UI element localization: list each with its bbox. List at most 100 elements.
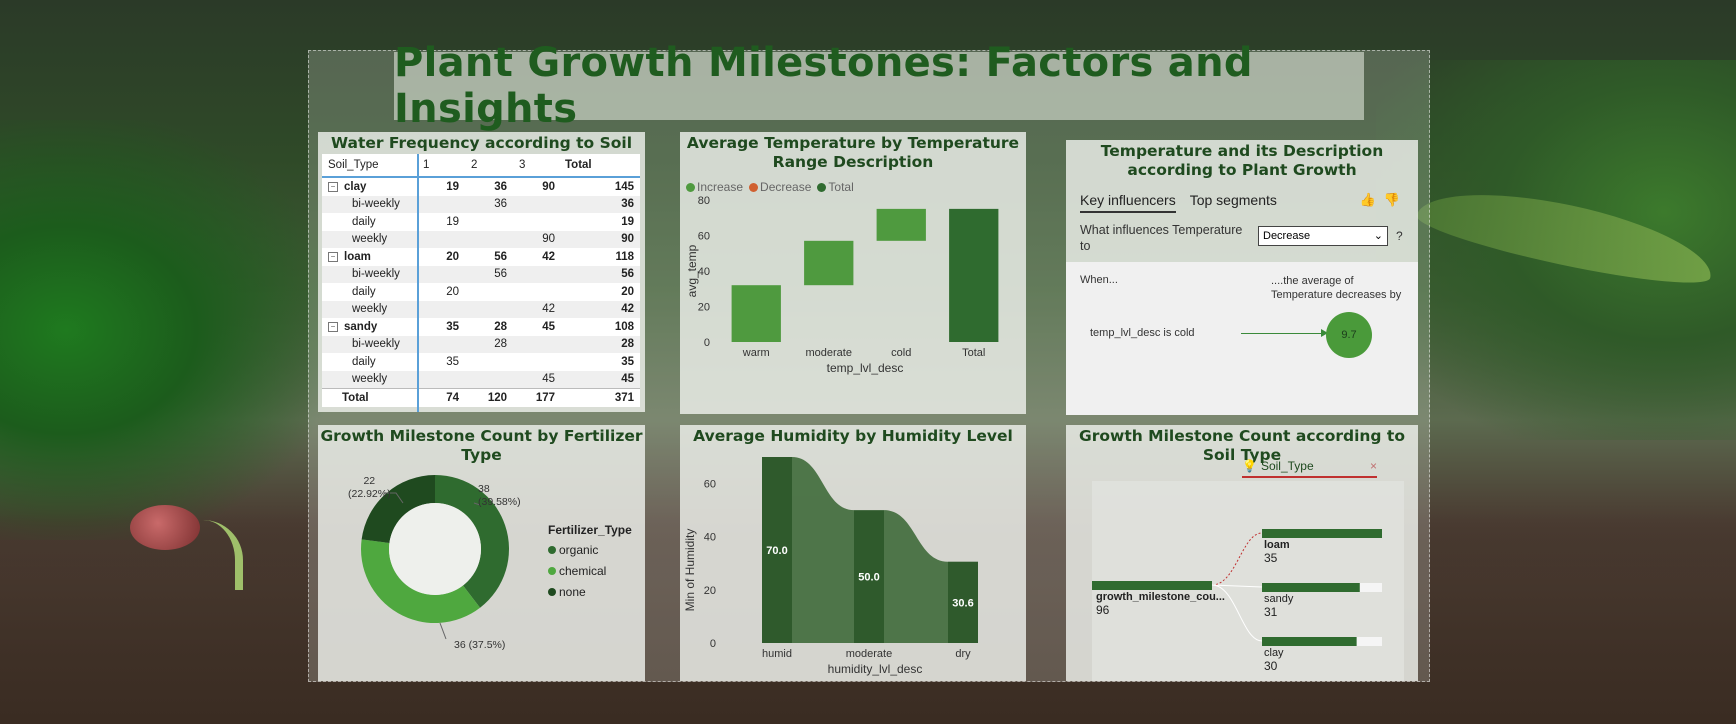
ki-bubble[interactable]: 9.7 <box>1326 312 1372 358</box>
matrix-row[interactable]: daily 35 35 <box>322 353 640 371</box>
legend-none[interactable]: none <box>548 585 632 599</box>
matrix-cell: 20 <box>446 250 459 263</box>
decomposition-tree-panel[interactable]: Growth Milestone Count according to Soil… <box>1066 425 1418 681</box>
matrix-group-row[interactable]: − loam 20 56 42 118 <box>322 248 640 266</box>
matrix-total-row[interactable]: Total 74 120 177 371 <box>322 388 640 407</box>
decomp-root-bar[interactable] <box>1092 581 1212 590</box>
key-influencers-panel[interactable]: Temperature and its Description accordin… <box>1066 140 1418 415</box>
matrix-group-row[interactable]: − sandy 35 28 45 108 <box>322 318 640 336</box>
report-title-box: Plant Growth Milestones: Factors and Ins… <box>394 40 1364 132</box>
legend-increase[interactable]: Increase <box>686 180 743 194</box>
humidity-chart-panel[interactable]: Average Humidity by Humidity Level 0 20 40… <box>680 425 1026 681</box>
ki-when: When... <box>1080 274 1118 286</box>
legend-organic[interactable]: organic <box>548 543 632 557</box>
close-icon[interactable]: × <box>1370 459 1378 473</box>
x-tick-label: moderate <box>806 347 852 359</box>
tab-top-segments[interactable]: Top segments <box>1189 192 1277 208</box>
matrix-row[interactable]: bi-weekly 36 36 <box>322 195 640 213</box>
donut-slice-chemical[interactable] <box>361 539 481 623</box>
thumbs-down-icon[interactable]: 👎 <box>1383 192 1400 207</box>
donut-slice-none[interactable] <box>361 475 435 543</box>
avg-temperature-chart[interactable]: Average Temperature by Temperature Range… <box>680 132 1026 414</box>
ki-dropdown-value: Decrease <box>1263 230 1311 242</box>
decomp-bar-clay[interactable] <box>1262 637 1357 646</box>
decomp-link <box>1211 584 1263 588</box>
matrix-row[interactable]: weekly 42 42 <box>322 300 640 318</box>
matrix-cell: 19 <box>446 180 459 193</box>
y-tick-label: 60 <box>698 231 710 243</box>
matrix-cell: 36 <box>494 198 507 211</box>
matrix-cell: 56 <box>494 250 507 263</box>
matrix-row-label: bi-weekly <box>352 268 400 281</box>
legend-total[interactable]: Total <box>817 180 854 194</box>
waterfall-bar-cold[interactable] <box>876 208 926 241</box>
matrix-cell: 90 <box>542 180 555 193</box>
matrix-header-soil[interactable]: Soil_Type <box>328 159 379 171</box>
matrix-row-label: Total <box>342 391 369 404</box>
matrix-row[interactable]: bi-weekly 56 56 <box>322 265 640 283</box>
donut-legend: Fertilizer_Type organic chemical none <box>548 523 632 606</box>
matrix-table[interactable]: Soil_Type 1 2 3 Total − clay 19 36 90 145 bi-w… <box>322 154 640 407</box>
matrix-header-1[interactable]: 1 <box>423 159 430 171</box>
humidity-bar-moderate[interactable] <box>854 510 884 643</box>
matrix-row[interactable]: bi-weekly 28 28 <box>322 335 640 353</box>
waterfall-bar-warm[interactable] <box>731 285 781 342</box>
decomp-bar-loam[interactable] <box>1262 529 1382 538</box>
y-tick-label: 40 <box>704 532 716 544</box>
matrix-row-label: − sandy <box>322 321 417 333</box>
help-icon[interactable]: ? <box>1396 229 1403 243</box>
decomp-root[interactable]: growth_milestone_cou... 96 <box>1096 591 1225 617</box>
x-axis-label: humidity_lvl_desc <box>828 662 923 676</box>
water-frequency-matrix[interactable]: Water Frequency according to Soil Type S… <box>318 132 645 412</box>
ki-dropdown[interactable]: Decrease ⌄ <box>1258 226 1388 246</box>
matrix-header-2[interactable]: 2 <box>471 159 478 171</box>
temp-chart-legend: Increase Decrease Total <box>686 180 854 194</box>
thumbs-up-icon[interactable]: 👍 <box>1359 192 1376 207</box>
y-tick-label: 0 <box>710 638 716 650</box>
matrix-group-row[interactable]: − clay 19 36 90 145 <box>322 178 640 196</box>
legend-decrease[interactable]: Decrease <box>749 180 811 194</box>
decomp-level-header[interactable]: 💡 Soil_Type × <box>1242 459 1377 478</box>
legend-chemical[interactable]: chemical <box>548 564 632 578</box>
collapse-icon[interactable]: − <box>328 251 338 262</box>
y-tick-label: 20 <box>704 585 716 597</box>
matrix-cell-total: 371 <box>614 391 634 404</box>
collapse-icon[interactable]: − <box>328 181 338 192</box>
x-tick-label: Total <box>962 347 985 359</box>
y-tick-label: 60 <box>704 479 716 491</box>
x-tick-label: dry <box>955 648 971 660</box>
y-tick-label: 40 <box>698 266 710 278</box>
decomp-bar-sandy[interactable] <box>1262 583 1360 592</box>
matrix-body: − clay 19 36 90 145 bi-weekly 36 36 daily 19 19 week… <box>322 178 640 407</box>
background-sprout <box>195 520 243 590</box>
fertilizer-donut-panel[interactable]: Growth Milestone Count by Fertilizer Typ… <box>318 425 645 681</box>
humidity-bar-humid[interactable] <box>762 457 792 643</box>
matrix-row[interactable]: daily 20 20 <box>322 283 640 301</box>
matrix-cell: 90 <box>542 233 555 246</box>
matrix-cell-total: 108 <box>614 320 634 333</box>
ki-factor[interactable]: temp_lvl_desc is cold <box>1090 327 1195 339</box>
decomp-node-sandy[interactable]: sandy 31 <box>1264 593 1294 619</box>
humidity-bar-dry[interactable] <box>948 561 978 643</box>
donut-slice-organic[interactable] <box>435 475 509 608</box>
data-label: 30.6 <box>952 597 973 609</box>
matrix-row-label: weekly <box>352 303 388 316</box>
waterfall-bar-moderate[interactable] <box>804 240 854 286</box>
y-axis-label: avg_temp <box>685 244 699 297</box>
waterfall-bar-total[interactable] <box>949 208 999 342</box>
ki-arrow <box>1241 329 1328 337</box>
decomp-node-clay[interactable]: clay 30 <box>1264 647 1284 673</box>
matrix-header-total[interactable]: Total <box>565 159 592 171</box>
matrix-cell: 19 <box>446 215 459 228</box>
matrix-cell-total: 19 <box>621 215 634 228</box>
x-tick-label: moderate <box>846 648 892 660</box>
matrix-header-3[interactable]: 3 <box>519 159 526 171</box>
background-seed <box>130 505 200 550</box>
leader-line <box>473 502 481 506</box>
matrix-row[interactable]: weekly 45 45 <box>322 370 640 388</box>
tab-key-influencers[interactable]: Key influencers <box>1080 192 1176 213</box>
collapse-icon[interactable]: − <box>328 321 338 332</box>
decomp-node-loam[interactable]: loam 35 <box>1264 539 1290 565</box>
matrix-row[interactable]: weekly 90 90 <box>322 230 640 248</box>
matrix-row[interactable]: daily 19 19 <box>322 213 640 231</box>
